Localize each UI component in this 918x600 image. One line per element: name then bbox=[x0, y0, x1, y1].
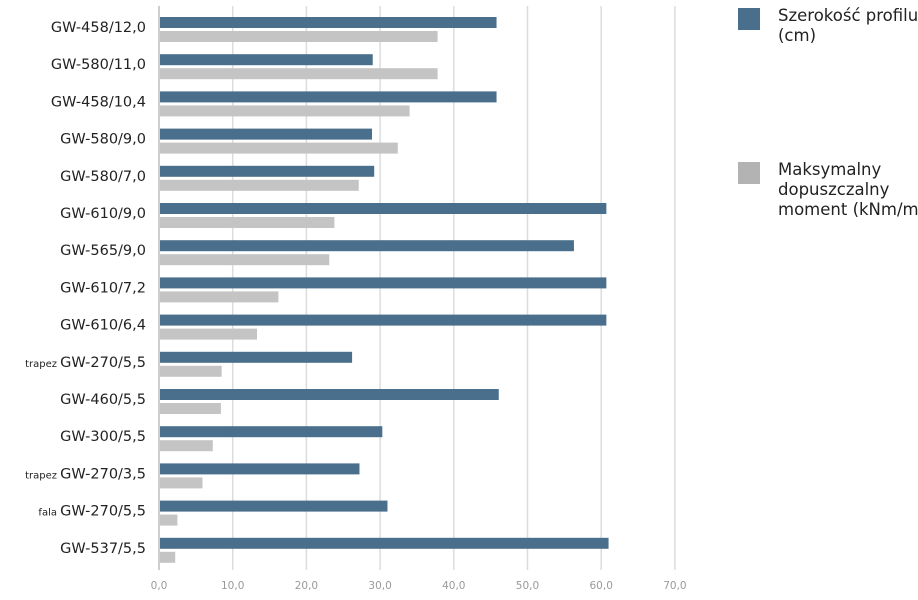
category-label: GW-458/12,0 bbox=[51, 20, 146, 36]
category-prefix: fala bbox=[38, 508, 60, 519]
x-tick-labels: 0,0 10,0 20,0 30,0 40,0 50,0 60,0 70,0 bbox=[151, 580, 687, 592]
legend-swatch-moment bbox=[738, 162, 760, 184]
bar-width bbox=[160, 537, 609, 549]
category-label: GW-537/5,5 bbox=[60, 541, 146, 557]
bar-width bbox=[160, 240, 574, 252]
legend-swatch-width bbox=[738, 8, 760, 30]
bar-width bbox=[160, 203, 607, 214]
x-tick-label: 60,0 bbox=[590, 580, 613, 592]
bar-width bbox=[160, 314, 607, 326]
bar-moment bbox=[160, 217, 335, 228]
category-prefix: trapez bbox=[25, 359, 60, 370]
category-name: GW-537/5,5 bbox=[60, 541, 146, 557]
bar-moment bbox=[160, 514, 178, 526]
x-tick-label: 0,0 bbox=[151, 580, 168, 592]
bar-moment bbox=[160, 477, 203, 489]
bar-moment bbox=[160, 551, 176, 563]
bar-width bbox=[160, 165, 375, 177]
bar-width bbox=[160, 91, 497, 103]
x-tick-label: 70,0 bbox=[663, 580, 686, 592]
category-name: GW-460/5,5 bbox=[60, 392, 146, 408]
category-name: GW-300/5,5 bbox=[60, 429, 146, 445]
category-name: GW-580/7,0 bbox=[60, 169, 146, 185]
bar-moment bbox=[160, 403, 221, 414]
category-label: fala GW-270/5,5 bbox=[38, 504, 146, 520]
bar-moment bbox=[160, 179, 359, 191]
category-label: trapez GW-270/5,5 bbox=[25, 355, 146, 371]
category-name: GW-580/9,0 bbox=[60, 132, 146, 148]
bar-width bbox=[160, 128, 372, 140]
category-label: GW-580/9,0 bbox=[60, 132, 146, 148]
category-name: GW-270/5,5 bbox=[60, 504, 146, 520]
category-name: GW-270/3,5 bbox=[60, 466, 146, 482]
bar-moment bbox=[160, 142, 398, 154]
bar-moment bbox=[160, 254, 330, 266]
bars bbox=[160, 17, 609, 563]
category-label: GW-565/9,0 bbox=[60, 243, 146, 259]
category-name: GW-580/11,0 bbox=[51, 57, 146, 73]
category-label: GW-580/7,0 bbox=[60, 169, 146, 185]
category-name: GW-458/12,0 bbox=[51, 20, 146, 36]
legend-label-width: Szerokość profilu (cm) bbox=[778, 6, 918, 45]
category-name: GW-610/7,2 bbox=[60, 280, 146, 296]
bar-moment bbox=[160, 328, 258, 340]
bar-moment bbox=[160, 291, 279, 303]
bar-width bbox=[160, 389, 499, 400]
category-label: GW-580/11,0 bbox=[51, 57, 146, 73]
category-label: GW-460/5,5 bbox=[60, 392, 146, 408]
category-label: GW-610/7,2 bbox=[60, 280, 146, 296]
x-tick-label: 20,0 bbox=[295, 580, 318, 592]
legend-label-moment: Maksymalny dopuszczalny moment (kNm/m) bbox=[778, 160, 918, 219]
category-prefix: trapez bbox=[25, 470, 60, 481]
category-label: GW-458/10,4 bbox=[51, 94, 146, 110]
bar-moment bbox=[160, 68, 438, 80]
bar-width bbox=[160, 277, 607, 289]
bar-width bbox=[160, 463, 360, 475]
bar-moment bbox=[160, 105, 410, 117]
x-tick-label: 50,0 bbox=[516, 580, 539, 592]
category-label: GW-610/6,4 bbox=[60, 318, 146, 334]
bar-moment bbox=[160, 31, 438, 42]
category-name: GW-610/9,0 bbox=[60, 206, 146, 222]
category-name: GW-610/6,4 bbox=[60, 318, 146, 334]
category-labels: GW-458/12,0 GW-580/11,0 GW-458/10,4 GW-580/… bbox=[25, 20, 146, 557]
x-tick-label: 30,0 bbox=[368, 580, 391, 592]
bar-width bbox=[160, 351, 353, 363]
category-name: GW-458/10,4 bbox=[51, 94, 146, 110]
x-tick-label: 10,0 bbox=[221, 580, 244, 592]
bar-moment bbox=[160, 440, 213, 452]
bar-width bbox=[160, 54, 373, 66]
bar-moment bbox=[160, 365, 222, 377]
category-label: GW-300/5,5 bbox=[60, 429, 146, 445]
category-name: GW-270/5,5 bbox=[60, 355, 146, 371]
category-name: GW-565/9,0 bbox=[60, 243, 146, 259]
x-tick-label: 40,0 bbox=[442, 580, 465, 592]
bar-width bbox=[160, 17, 497, 28]
bar-width bbox=[160, 426, 383, 438]
category-label: trapez GW-270/3,5 bbox=[25, 466, 146, 482]
category-label: GW-610/9,0 bbox=[60, 206, 146, 222]
bar-width bbox=[160, 500, 388, 512]
